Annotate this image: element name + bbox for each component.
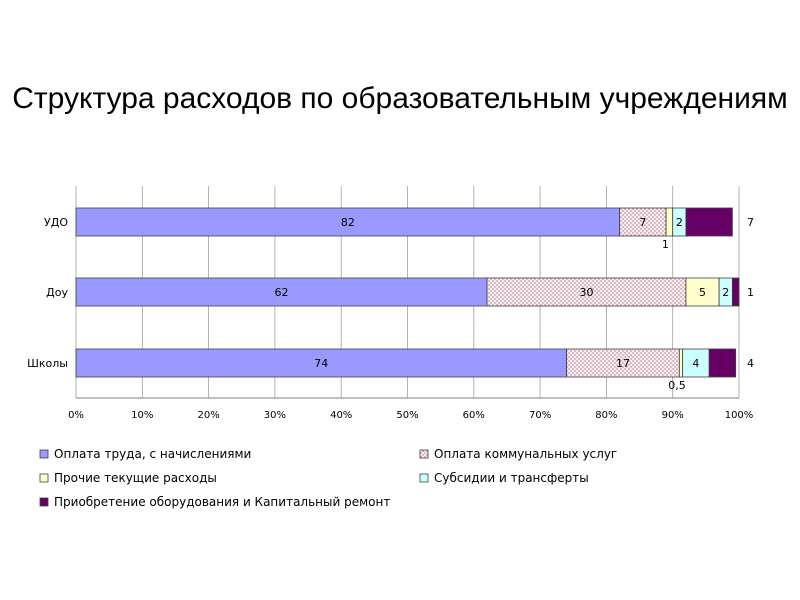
data-label: 7 (639, 216, 646, 229)
legend-entry: Субсидии и трансферты (434, 471, 589, 485)
legend-entry: Оплата коммунальных услуг (434, 447, 617, 461)
bar-segment (75, 277, 488, 307)
data-label: 82 (341, 216, 355, 229)
x-tick-label: 0% (68, 410, 84, 421)
bar-segment (682, 348, 710, 378)
bar-segment (685, 207, 733, 237)
data-label: 30 (580, 286, 594, 299)
x-tick-label: 10% (131, 410, 153, 421)
legend-swatch (39, 497, 49, 507)
bar-segment (75, 207, 621, 237)
bar-segment (708, 348, 737, 378)
data-label: 4 (747, 357, 754, 370)
data-label: 1 (747, 286, 754, 299)
x-tick-label: 20% (197, 410, 219, 421)
data-label: 2 (676, 216, 683, 229)
bar-segment (486, 277, 687, 307)
x-tick-label: 70% (529, 410, 551, 421)
legend-entry: Прочие текущие расходы (54, 471, 217, 485)
bar-segment (678, 348, 684, 378)
x-tick-label: 30% (264, 410, 286, 421)
x-tick-label: 80% (595, 410, 617, 421)
chart-title: Структура расходов по образовательным уч… (12, 82, 788, 115)
data-label: 7 (747, 216, 754, 229)
data-label: 17 (616, 357, 630, 370)
bar-segment (665, 207, 674, 237)
data-label: 2 (722, 286, 729, 299)
data-label: 1 (662, 238, 669, 251)
x-tick-label: 100% (725, 410, 754, 421)
x-tick-label: 40% (330, 410, 352, 421)
bar-segment (75, 348, 568, 378)
x-tick-label: 90% (662, 410, 684, 421)
bar-segment (731, 277, 740, 307)
data-label: 74 (314, 357, 328, 370)
legend-swatch (419, 449, 429, 459)
category-label: Школы (27, 357, 68, 370)
data-label: 5 (699, 286, 706, 299)
legend-swatch (419, 473, 429, 483)
legend-swatch (39, 449, 49, 459)
x-tick-label: 50% (396, 410, 418, 421)
category-label: Доу (46, 286, 68, 299)
data-label: 0,5 (668, 379, 686, 392)
data-label: 4 (692, 357, 699, 370)
legend-swatch (39, 473, 49, 483)
category-label: УДО (44, 216, 68, 229)
x-tick-label: 60% (463, 410, 485, 421)
legend-entry: Оплата труда, с начислениями (54, 447, 251, 461)
legend-entry: Приобретение оборудования и Капитальный … (54, 495, 390, 509)
data-label: 62 (275, 286, 289, 299)
